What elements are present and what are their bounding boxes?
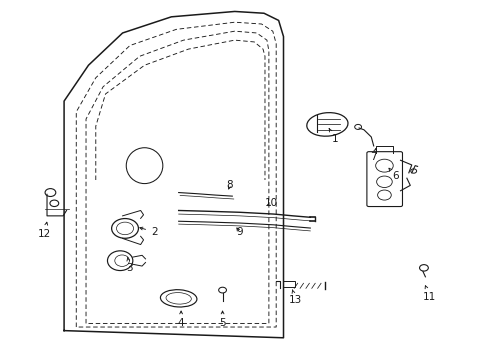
Text: 5: 5 <box>219 311 225 328</box>
Text: 10: 10 <box>264 198 277 208</box>
Text: 8: 8 <box>226 180 233 190</box>
Text: 4: 4 <box>178 311 184 328</box>
Text: 3: 3 <box>126 257 133 273</box>
Text: 7: 7 <box>369 149 376 162</box>
Text: 2: 2 <box>140 227 157 237</box>
Text: 9: 9 <box>236 227 243 237</box>
Text: 11: 11 <box>422 285 435 302</box>
Bar <box>282 281 294 287</box>
Text: 12: 12 <box>38 222 51 239</box>
Text: 1: 1 <box>328 129 337 144</box>
Text: 6: 6 <box>388 168 398 181</box>
Text: 13: 13 <box>288 290 302 305</box>
